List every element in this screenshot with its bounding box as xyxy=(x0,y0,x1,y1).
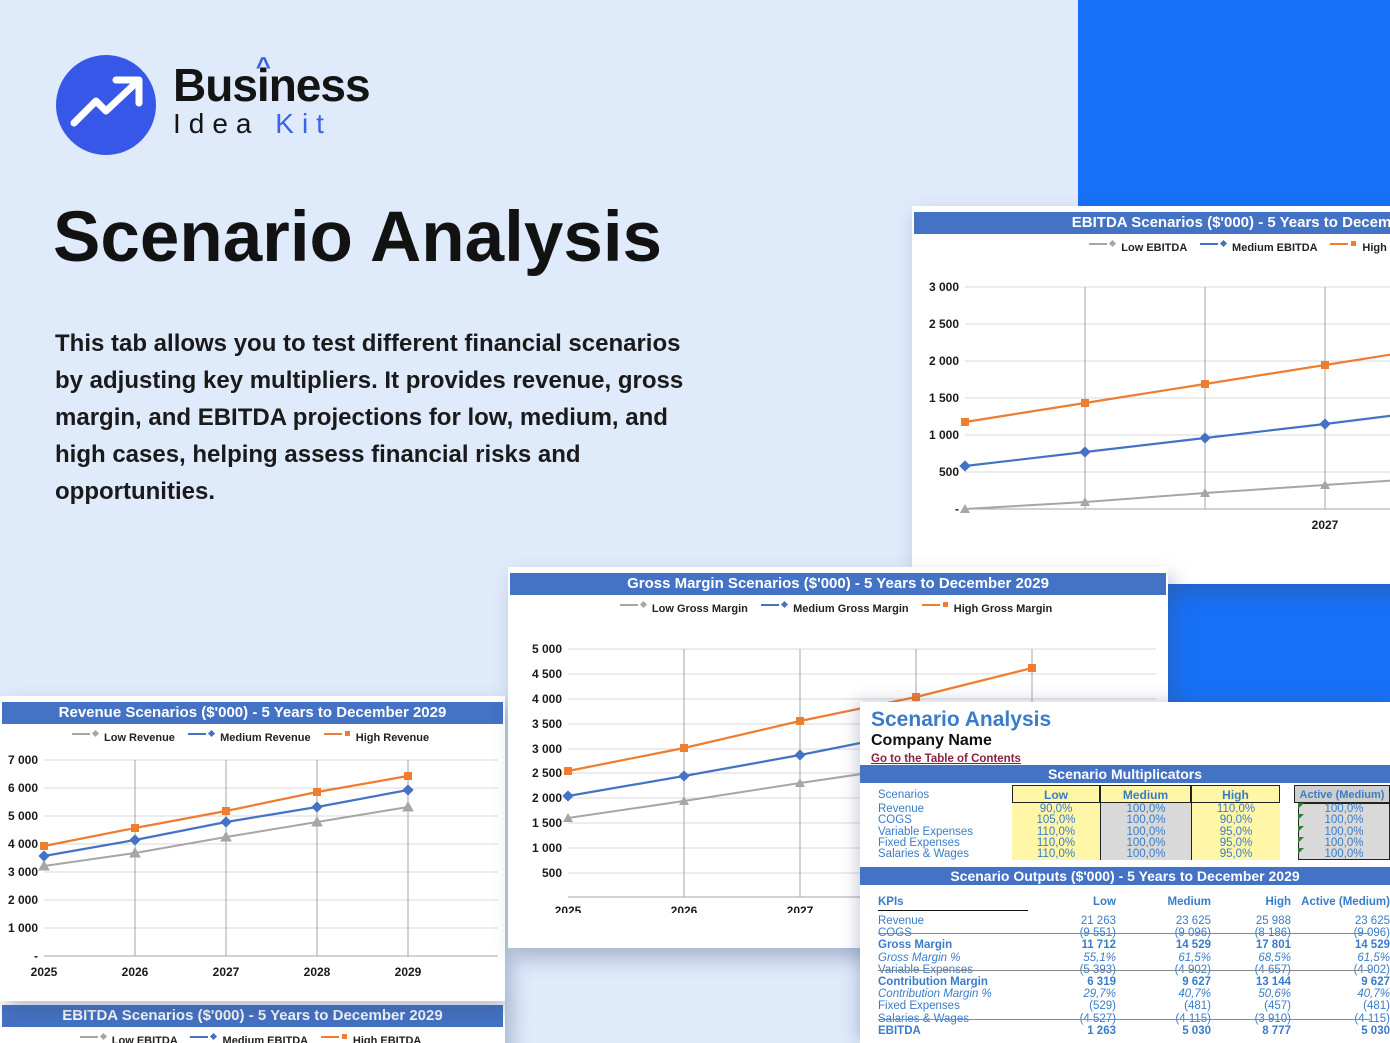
svg-text:5 000: 5 000 xyxy=(8,809,38,823)
svg-text:1 000: 1 000 xyxy=(929,428,959,442)
svg-text:4 000: 4 000 xyxy=(532,692,562,706)
svg-text:2026: 2026 xyxy=(671,904,698,913)
svg-text:2026: 2026 xyxy=(122,965,149,979)
svg-text:3 000: 3 000 xyxy=(929,280,959,294)
svg-text:1 000: 1 000 xyxy=(8,921,38,935)
svg-text:3 500: 3 500 xyxy=(532,717,562,731)
svg-text:-: - xyxy=(34,949,38,963)
svg-text:1 500: 1 500 xyxy=(929,391,959,405)
svg-text:2027: 2027 xyxy=(787,904,814,913)
svg-text:5 000: 5 000 xyxy=(532,642,562,656)
svg-text:2027: 2027 xyxy=(213,965,240,979)
svg-text:500: 500 xyxy=(939,465,959,479)
svg-text:6 000: 6 000 xyxy=(8,781,38,795)
svg-text:2 000: 2 000 xyxy=(532,791,562,805)
svg-text:1 500: 1 500 xyxy=(532,816,562,830)
svg-text:2027: 2027 xyxy=(1312,518,1339,532)
svg-text:1 000: 1 000 xyxy=(532,841,562,855)
svg-text:2025: 2025 xyxy=(31,965,58,979)
svg-text:2025: 2025 xyxy=(555,904,582,913)
svg-text:7 000: 7 000 xyxy=(8,753,38,767)
svg-text:2 000: 2 000 xyxy=(8,893,38,907)
svg-text:500: 500 xyxy=(542,866,562,880)
svg-text:4 500: 4 500 xyxy=(532,667,562,681)
svg-text:3 000: 3 000 xyxy=(8,865,38,879)
svg-text:2028: 2028 xyxy=(304,965,331,979)
svg-text:2 000: 2 000 xyxy=(929,354,959,368)
svg-text:2 500: 2 500 xyxy=(532,766,562,780)
svg-text:4 000: 4 000 xyxy=(8,837,38,851)
svg-text:3 000: 3 000 xyxy=(532,742,562,756)
svg-text:2 500: 2 500 xyxy=(929,317,959,331)
svg-text:2029: 2029 xyxy=(395,965,422,979)
svg-text:-: - xyxy=(955,502,959,516)
